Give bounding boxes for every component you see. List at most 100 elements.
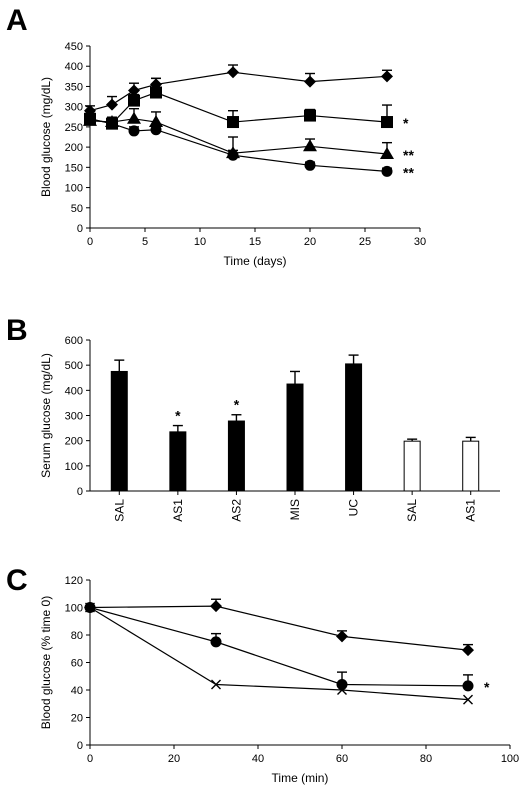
y-tick-label: 600 — [65, 335, 83, 347]
category-label: AS1 — [464, 499, 478, 522]
data-point-triangle — [127, 111, 141, 124]
data-point-circle — [462, 680, 474, 692]
x-tick-label: 0 — [87, 753, 93, 765]
significance-label: ** — [403, 147, 414, 163]
y-tick-label: 60 — [71, 658, 83, 670]
y-axis-title: Blood glucose (mg/dL) — [39, 77, 53, 197]
category-label: SAL — [112, 499, 126, 522]
y-tick-label: 100 — [65, 603, 83, 615]
series-circle: ** — [84, 113, 414, 180]
data-point-circle — [381, 165, 393, 177]
data-point-diamond — [462, 644, 474, 657]
data-point-diamond — [336, 630, 348, 643]
data-point-circle — [227, 149, 239, 161]
data-point-circle — [150, 124, 162, 136]
x-tick-label: 25 — [359, 236, 371, 248]
x-tick-label: 20 — [304, 236, 316, 248]
x-tick-label: 40 — [252, 753, 264, 765]
y-tick-label: 20 — [71, 713, 83, 725]
x-axis-title: Time (min) — [272, 771, 329, 785]
data-point-circle — [336, 679, 348, 690]
x-tick-label: 15 — [249, 236, 261, 248]
data-point-circle — [128, 125, 140, 137]
x-axis-title: Time (days) — [224, 254, 287, 268]
significance-label: * — [484, 679, 490, 695]
x-tick-label: 5 — [142, 236, 148, 248]
x-tick-label: 60 — [336, 753, 348, 765]
bar-sal — [110, 370, 128, 492]
data-point-diamond — [106, 98, 118, 111]
series-diamond — [84, 64, 393, 117]
category-label: MIS — [288, 499, 302, 520]
category-label: AS2 — [229, 499, 243, 522]
chart-panel-b: 0 100 200 300 400 500 600 Serum glucose (mg/dL)… — [39, 335, 500, 522]
y-tick-label: 250 — [65, 122, 83, 134]
series-circle: * — [84, 602, 490, 695]
y-tick-label: 0 — [77, 223, 83, 235]
data-point-diamond — [304, 75, 316, 88]
y-tick-label: 80 — [71, 630, 83, 642]
y-tick-label: 300 — [65, 102, 83, 114]
y-tick-label: 350 — [65, 81, 83, 93]
y-tick-label: 400 — [65, 61, 83, 73]
category-label: UC — [347, 499, 361, 517]
y-tick-label: 400 — [65, 385, 83, 397]
data-point-star — [463, 694, 473, 705]
data-point-triangle — [149, 115, 163, 128]
data-point-circle — [106, 118, 118, 130]
data-point-triangle — [303, 139, 317, 152]
x-tick-label: 20 — [168, 753, 180, 765]
data-point-square — [150, 86, 162, 99]
data-point-square — [381, 116, 393, 129]
y-tick-label: 500 — [65, 360, 83, 372]
y-tick-label: 40 — [71, 685, 83, 697]
y-axis-title: Blood glucose (% time 0) — [39, 596, 53, 729]
data-point-diamond — [227, 66, 239, 79]
y-tick-label: 100 — [65, 461, 83, 473]
category-label: AS1 — [171, 499, 185, 522]
data-point-square — [227, 116, 239, 129]
data-point-star — [85, 602, 95, 613]
significance-label: * — [403, 115, 409, 131]
panel-letter-a: A — [6, 4, 28, 37]
series-diamond — [84, 598, 474, 657]
bar-as2 — [227, 420, 245, 492]
series-line-circle — [89, 606, 469, 687]
y-tick-label: 0 — [77, 740, 83, 752]
data-point-star — [211, 679, 221, 690]
panel-letter-b: B — [6, 314, 28, 347]
data-point-circle — [210, 636, 222, 648]
y-tick-label: 300 — [65, 411, 83, 423]
y-tick-label: 0 — [77, 486, 83, 498]
significance-label: ** — [403, 164, 414, 180]
y-tick-label: 100 — [65, 183, 83, 195]
significance-label: * — [175, 408, 181, 424]
x-tick-label: 80 — [420, 753, 432, 765]
series-star — [85, 602, 473, 705]
data-point-square — [128, 94, 140, 107]
y-tick-label: 200 — [65, 436, 83, 448]
x-tick-label: 30 — [414, 236, 426, 248]
bar-uc — [345, 363, 363, 492]
y-tick-label: 150 — [65, 162, 83, 174]
x-tick-label: 0 — [87, 236, 93, 248]
data-point-triangle — [380, 146, 394, 159]
x-tick-label: 100 — [501, 753, 519, 765]
y-axis-title: Serum glucose (mg/dL) — [39, 353, 53, 478]
data-point-diamond — [210, 600, 222, 613]
data-point-diamond — [381, 70, 393, 83]
y-tick-label: 200 — [65, 142, 83, 154]
bar-sal — [403, 440, 421, 492]
y-tick-label: 50 — [71, 203, 83, 215]
bar-as1 — [169, 431, 187, 492]
data-point-square — [304, 109, 316, 122]
category-label: SAL — [405, 499, 419, 522]
y-tick-label: 120 — [65, 575, 83, 587]
data-point-diamond — [128, 84, 140, 97]
data-point-circle — [84, 113, 96, 125]
panel-letter-c: C — [6, 564, 28, 597]
significance-label: * — [234, 397, 240, 413]
chart-panel-a: 0 50 100 150 200 250 300 350 400 450 0 5 10 15 20 25 30 T… — [39, 41, 426, 268]
chart-panel-c: 0 20 40 60 80 100 120 0 20 40 60 80 100 Time (min) Blo… — [39, 575, 519, 785]
